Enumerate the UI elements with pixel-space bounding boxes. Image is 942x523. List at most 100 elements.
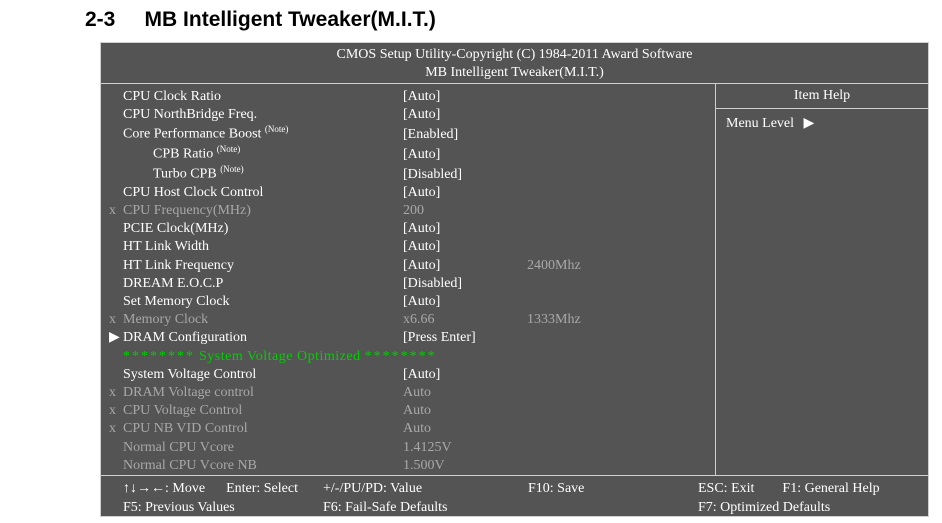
setting-label: Core Performance Boost (Note) (123, 124, 403, 144)
section-title: MB Intelligent Tweaker(M.I.T.) (145, 8, 436, 31)
setting-label: HT Link Frequency (123, 257, 403, 275)
setting-label: Normal CPU Vcore NB (123, 457, 403, 475)
setting-extra: 1333Mhz (503, 311, 581, 329)
setting-value: [Auto] (403, 366, 503, 384)
setting-value: [Disabled] (403, 166, 503, 184)
footer-value: +/-/PU/PD: Value (323, 480, 528, 499)
bios-settings-panel: CPU Clock Ratio[Auto]CPU NorthBridge Fre… (101, 84, 715, 475)
setting-row: xCPU Voltage Control Auto (101, 402, 715, 420)
setting-label: CPU Frequency(MHz) (123, 202, 403, 220)
setting-row: Normal CPU Vcore 1.4125V (101, 439, 715, 457)
divider-stars-right: ******** (365, 349, 437, 364)
setting-row[interactable]: Core Performance Boost (Note)[Enabled] (101, 124, 715, 144)
bios-help-panel: Item Help Menu Level ▶ (715, 84, 928, 475)
setting-row[interactable]: CPB Ratio (Note)[Auto] (101, 144, 715, 164)
setting-label: CPB Ratio (Note) (123, 144, 403, 164)
note-sup: (Note) (220, 164, 244, 174)
setting-label: Normal CPU Vcore (123, 439, 403, 457)
setting-row[interactable]: CPU Clock Ratio[Auto] (101, 88, 715, 106)
bios-footer: ↑↓→←: Move Enter: Select +/-/PU/PD: Valu… (101, 476, 928, 522)
setting-label: System Voltage Control (123, 366, 403, 384)
setting-value: [Disabled] (403, 275, 503, 293)
setting-value: [Enabled] (403, 126, 503, 144)
label-text: CPB Ratio (153, 147, 217, 162)
setting-extra: 2400Mhz (503, 257, 581, 275)
setting-row[interactable]: Set Memory Clock[Auto] (101, 293, 715, 311)
footer-move: ↑↓→←: Move (123, 481, 205, 496)
setting-value: [Auto] (403, 257, 503, 275)
footer-failsafe: F6: Fail-Safe Defaults (323, 499, 528, 518)
setting-value: 1.4125V (403, 439, 503, 457)
disabled-mark-icon: x (101, 202, 123, 220)
label-text: Core Performance Boost (123, 127, 265, 142)
footer-enter: Enter: Select (226, 481, 298, 496)
setting-row: xMemory Clock x6.661333Mhz (101, 311, 715, 329)
voltage-divider: ******** System Voltage Optimized ******… (101, 348, 715, 366)
footer-prev: F5: Previous Values (123, 499, 323, 518)
setting-label: Memory Clock (123, 311, 403, 329)
setting-label: CPU NB VID Control (123, 420, 403, 438)
setting-value: [Auto] (403, 146, 503, 164)
disabled-mark-icon: x (101, 384, 123, 402)
setting-value: 1.500V (403, 457, 503, 475)
setting-value: [Auto] (403, 238, 503, 256)
setting-row: Normal CPU Vcore NB 1.500V (101, 457, 715, 475)
help-body: Menu Level ▶ (716, 109, 928, 138)
menu-level-label: Menu Level (726, 116, 794, 131)
setting-label: Set Memory Clock (123, 293, 403, 311)
setting-label: CPU Clock Ratio (123, 88, 403, 106)
setting-label: CPU NorthBridge Freq. (123, 106, 403, 124)
setting-label: HT Link Width (123, 238, 403, 256)
footer-exit-help: ESC: Exit F1: General Help (698, 480, 918, 499)
setting-row[interactable]: HT Link Frequency[Auto]2400Mhz (101, 257, 715, 275)
disabled-mark-icon: x (101, 402, 123, 420)
setting-value: Auto (403, 402, 503, 420)
bios-title-line2: MB Intelligent Tweaker(M.I.T.) (101, 64, 928, 82)
footer-f1: F1: General Help (782, 481, 879, 496)
setting-label: Turbo CPB (Note) (123, 164, 403, 184)
note-sup: (Note) (265, 124, 289, 134)
setting-value: 200 (403, 202, 503, 220)
submenu-arrow-icon: ▶ (101, 329, 123, 347)
setting-value: [Auto] (403, 293, 503, 311)
setting-value: [Auto] (403, 106, 503, 124)
divider-stars-left: ******** (123, 349, 195, 364)
setting-value: [Auto] (403, 184, 503, 202)
setting-row[interactable]: CPU Host Clock Control[Auto] (101, 184, 715, 202)
bios-title-line1: CMOS Setup Utility-Copyright (C) 1984-20… (101, 46, 928, 64)
setting-label: DREAM E.O.C.P (123, 275, 403, 293)
bios-window: CMOS Setup Utility-Copyright (C) 1984-20… (100, 42, 929, 517)
bios-body: CPU Clock Ratio[Auto]CPU NorthBridge Fre… (101, 83, 928, 476)
setting-row: xCPU NB VID Control Auto (101, 420, 715, 438)
footer-save: F10: Save (528, 480, 698, 499)
divider-text: System Voltage Optimized (195, 349, 365, 364)
footer-blank (528, 499, 698, 518)
label-text: Turbo CPB (153, 167, 220, 182)
setting-label: DRAM Voltage control (123, 384, 403, 402)
footer-nav-move: ↑↓→←: Move Enter: Select (123, 480, 323, 499)
setting-row[interactable]: Turbo CPB (Note)[Disabled] (101, 164, 715, 184)
setting-value: [Press Enter] (403, 329, 503, 347)
disabled-mark-icon: x (101, 311, 123, 329)
setting-row[interactable]: DREAM E.O.C.P[Disabled] (101, 275, 715, 293)
section-number: 2-3 (85, 8, 115, 31)
setting-value: [Auto] (403, 88, 503, 106)
section-heading: 2-3 MB Intelligent Tweaker(M.I.T.) (85, 8, 436, 32)
setting-row: xCPU Frequency(MHz) 200 (101, 202, 715, 220)
setting-row: xDRAM Voltage control Auto (101, 384, 715, 402)
setting-value: Auto (403, 420, 503, 438)
setting-value: Auto (403, 384, 503, 402)
setting-row[interactable]: HT Link Width[Auto] (101, 238, 715, 256)
setting-value: [Auto] (403, 220, 503, 238)
setting-row[interactable]: System Voltage Control[Auto] (101, 366, 715, 384)
setting-label: CPU Host Clock Control (123, 184, 403, 202)
note-sup: (Note) (217, 144, 241, 154)
setting-row[interactable]: PCIE Clock(MHz)[Auto] (101, 220, 715, 238)
disabled-mark-icon: x (101, 420, 123, 438)
setting-label: CPU Voltage Control (123, 402, 403, 420)
menu-level-arrow-icon: ▶ (804, 116, 815, 131)
setting-value: x6.66 (403, 311, 503, 329)
setting-row[interactable]: ▶DRAM Configuration[Press Enter] (101, 329, 715, 347)
footer-optimized: F7: Optimized Defaults (698, 499, 918, 518)
setting-row[interactable]: CPU NorthBridge Freq.[Auto] (101, 106, 715, 124)
